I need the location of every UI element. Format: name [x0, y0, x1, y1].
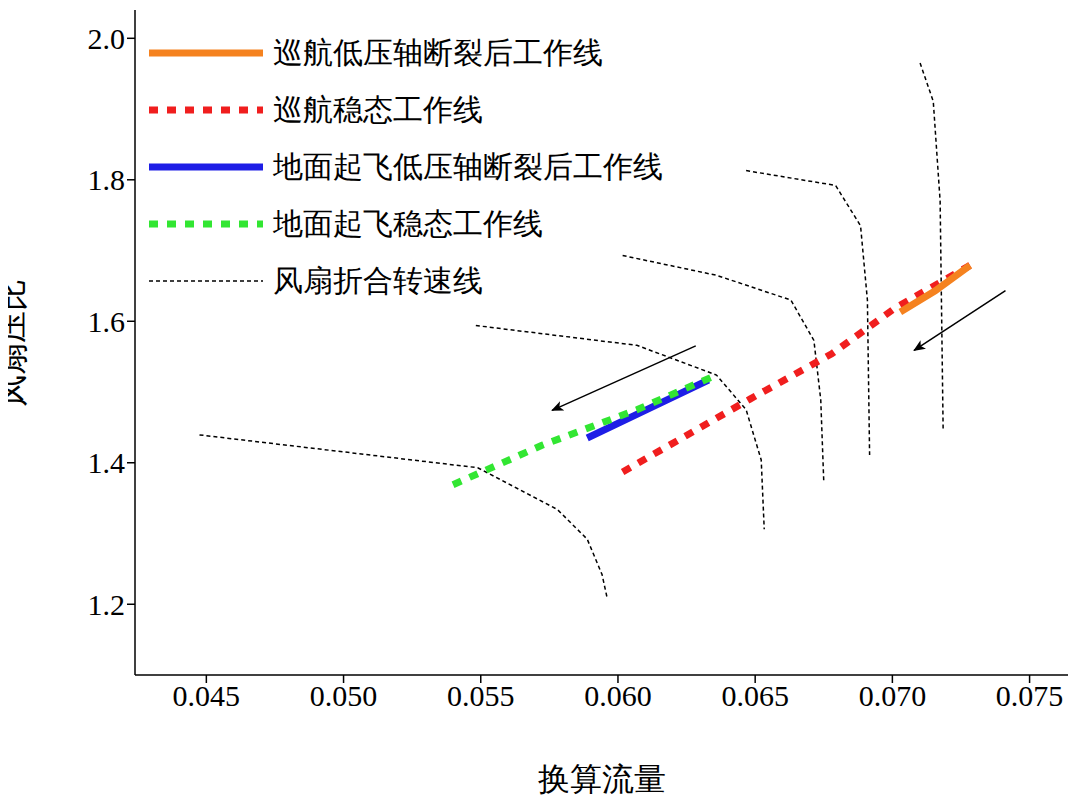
svg-text:0.060: 0.060 — [584, 679, 652, 712]
svg-text:0.065: 0.065 — [721, 679, 789, 712]
svg-text:1.8: 1.8 — [88, 163, 126, 196]
svg-text:风扇压比: 风扇压比 — [8, 279, 31, 407]
svg-text:1.2: 1.2 — [88, 588, 126, 621]
svg-text:0.070: 0.070 — [859, 679, 927, 712]
svg-text:0.045: 0.045 — [173, 679, 241, 712]
html-text:巡航低压轴断裂后工作线: 巡航低压轴断裂后工作线 — [273, 34, 603, 70]
svg-text:0.050: 0.050 — [310, 679, 378, 712]
html-text:地面起飞稳态工作线: 地面起飞稳态工作线 — [273, 205, 543, 241]
html-text:地面起飞低压轴断裂后工作线: 地面起飞低压轴断裂后工作线 — [273, 148, 663, 184]
svg-text:1.6: 1.6 — [88, 305, 126, 338]
svg-text:0.075: 0.075 — [996, 679, 1064, 712]
svg-text:1.4: 1.4 — [88, 446, 126, 479]
svg-text:2.0: 2.0 — [88, 22, 126, 55]
html-text:风扇折合转速线: 风扇折合转速线 — [273, 262, 483, 298]
html-text:巡航稳态工作线: 巡航稳态工作线 — [273, 91, 483, 127]
svg-text:换算流量: 换算流量 — [538, 760, 666, 798]
svg-text:0.055: 0.055 — [447, 679, 515, 712]
